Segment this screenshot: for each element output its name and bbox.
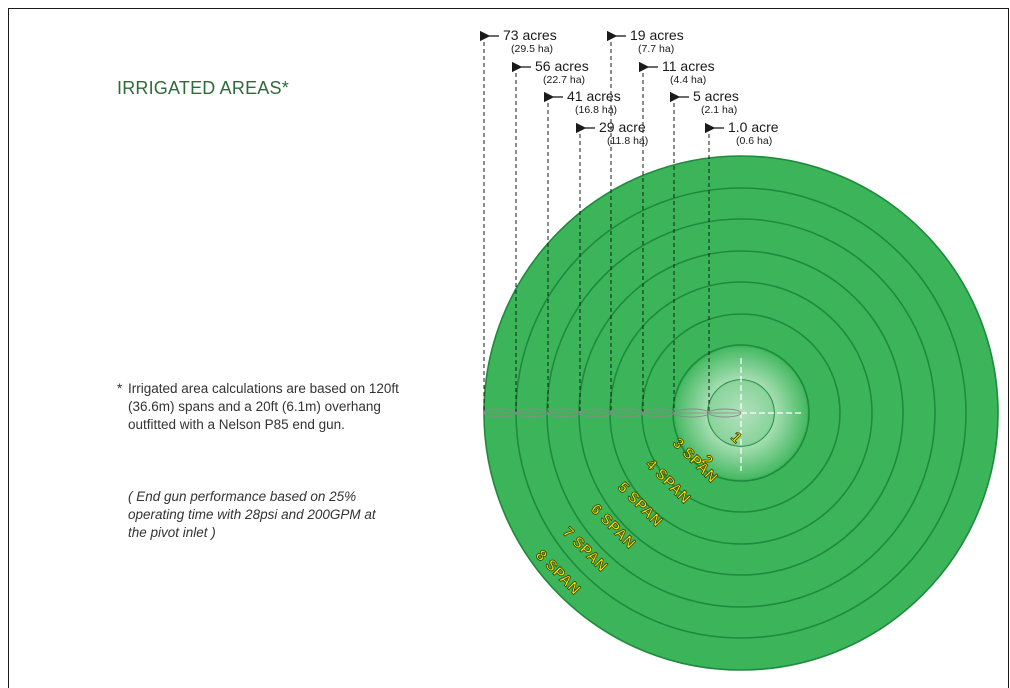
- page-title: IRRIGATED AREAS*: [117, 78, 289, 98]
- area-acres-label: 29 acre: [599, 119, 646, 135]
- area-hectares-label: (7.7 ha): [638, 43, 674, 55]
- area-acres-label: 11 acres: [662, 58, 715, 74]
- area-labels: 73 acres(29.5 ha) 56 acres(22.7 ha) 41 acr…: [479, 27, 779, 147]
- area-acres-label: 19 acres: [630, 27, 684, 43]
- footnote-text: Irrigated area calculations are based on…: [128, 381, 399, 432]
- area-acres-label: 56 acres: [535, 58, 589, 74]
- area-acres-label: 1.0 acre: [728, 119, 779, 135]
- area-hectares-label: (11.8 ha): [607, 135, 648, 147]
- area-hectares-label: (2.1 ha): [701, 104, 737, 116]
- area-acres-label: 41 acres: [567, 88, 621, 104]
- area-acres-label: 5 acres: [693, 88, 739, 104]
- pivot-arm: [483, 358, 801, 471]
- end-gun-note: ( End gun performance based on 25% opera…: [128, 489, 376, 540]
- area-hectares-label: (22.7 ha): [543, 74, 585, 86]
- area-hectares-label: (0.6 ha): [736, 135, 772, 147]
- area-hectares-label: (16.8 ha): [575, 104, 617, 116]
- footnote-star: *: [117, 381, 123, 396]
- leader-lines: [483, 35, 710, 413]
- area-hectares-label: (4.4 ha): [670, 74, 706, 86]
- area-hectares-label: (29.5 ha): [511, 43, 553, 55]
- area-acres-label: 73 acres: [503, 27, 557, 43]
- footnote: * Irrigated area calculations are based …: [117, 380, 407, 434]
- page-frame: [8, 8, 1009, 688]
